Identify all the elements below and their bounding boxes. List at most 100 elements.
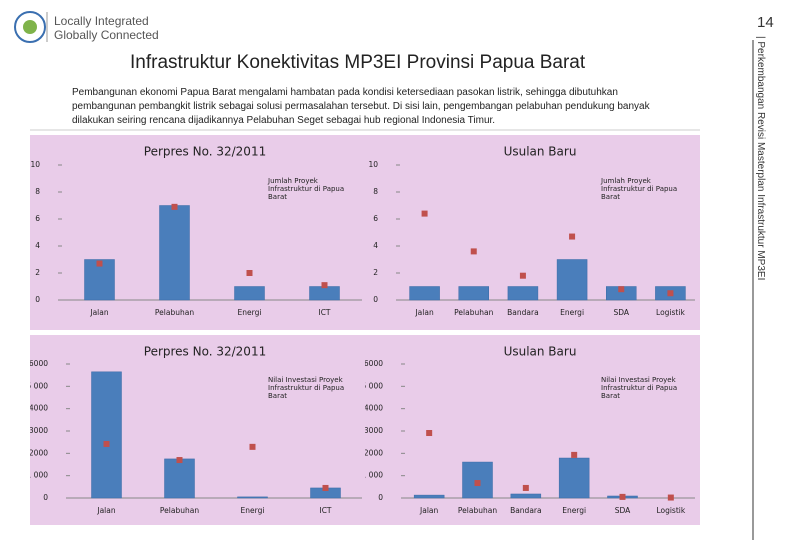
chart: Usulan Baru 0 2 4 6 8 10 Jalan Pelabuhan Bandara E… xyxy=(365,135,700,330)
chart: Perpres No. 32/2011 0 1 000 2000 3000 4000 5 0… xyxy=(30,335,365,525)
y-tick-label: 2 xyxy=(373,268,378,277)
bar xyxy=(164,458,195,499)
y-tick-label: 2000 xyxy=(365,448,383,457)
x-tick-label: Jalan xyxy=(419,506,438,515)
y-tick-label: 1 000 xyxy=(365,471,383,480)
bar xyxy=(409,286,440,301)
x-tick-label: Jalan xyxy=(96,506,115,515)
marker xyxy=(321,282,328,289)
y-tick-label: 2000 xyxy=(30,448,48,457)
marker xyxy=(667,290,674,297)
y-tick-label: 0 xyxy=(35,295,40,304)
marker xyxy=(474,480,481,487)
bar xyxy=(159,205,190,301)
marker xyxy=(246,270,253,276)
marker xyxy=(176,457,183,464)
bar xyxy=(234,286,265,301)
y-tick-label: 5 000 xyxy=(365,381,383,390)
y-tick-label: 3000 xyxy=(30,426,48,435)
bar xyxy=(510,493,542,499)
x-tick-label: Logistik xyxy=(656,506,685,515)
side-text: | Perkembangan Revisi Masterplan Infrast… xyxy=(755,36,766,281)
logo-text: Globally Connected xyxy=(54,28,159,42)
page-title: Infrastruktur Konektivitas MP3EI Provins… xyxy=(130,52,586,73)
bar xyxy=(237,496,268,499)
bar xyxy=(413,494,445,499)
legend-entry: Jumlah Proyek Infrastruktur di Papua Bar… xyxy=(268,177,345,201)
y-tick-label: 1 000 xyxy=(30,471,48,480)
x-tick-label: Energi xyxy=(238,308,262,317)
marker xyxy=(619,493,626,500)
x-tick-label: Logistik xyxy=(656,308,685,317)
bar xyxy=(462,461,493,499)
bar xyxy=(458,286,489,301)
y-tick-label: 4 xyxy=(35,241,40,250)
marker xyxy=(249,443,256,450)
marker xyxy=(522,484,529,491)
marker xyxy=(569,233,576,240)
plot-background xyxy=(30,335,365,525)
x-tick-label: SDA xyxy=(615,506,631,515)
marker xyxy=(103,440,110,447)
legend-entry: Nilai Investasi Proyek Infrastruktur di … xyxy=(268,376,345,400)
marker xyxy=(470,248,477,255)
y-tick-label: 0 xyxy=(43,493,48,502)
x-tick-label: Bandara xyxy=(507,308,539,317)
chart-title: Perpres No. 32/2011 xyxy=(144,145,266,159)
body-text: Pembangunan ekonomi Papua Barat mengalam… xyxy=(72,87,650,126)
marker xyxy=(171,203,178,210)
logo-text: Locally Integrated xyxy=(54,14,149,28)
marker xyxy=(571,451,578,458)
marker xyxy=(96,260,103,267)
bar xyxy=(91,371,122,499)
legend-entry: Nilai Investasi Proyek Infrastruktur di … xyxy=(601,376,678,400)
chart: Usulan Baru 0 1 000 2000 3000 4000 5 000 6000 Ja… xyxy=(365,335,700,525)
plot-background xyxy=(30,135,365,330)
bar xyxy=(556,259,588,301)
y-tick-label: 6000 xyxy=(365,359,383,368)
marker xyxy=(421,210,428,217)
x-tick-label: Energi xyxy=(560,308,584,317)
marker xyxy=(618,286,625,293)
y-tick-label: 10 xyxy=(30,160,40,169)
x-tick-label: Pelabuhan xyxy=(458,506,497,515)
y-tick-label: 6 xyxy=(373,214,378,223)
x-tick-label: Pelabuhan xyxy=(454,308,493,317)
y-tick-label: 0 xyxy=(373,295,378,304)
x-tick-label: ICT xyxy=(318,308,330,317)
y-tick-label: 2 xyxy=(35,268,40,277)
y-tick-label: 8 xyxy=(35,187,40,196)
plot-background xyxy=(365,135,700,330)
y-tick-label: 6 xyxy=(35,214,40,223)
x-tick-label: Energi xyxy=(241,506,265,515)
marker xyxy=(519,272,526,279)
y-tick-label: 4000 xyxy=(365,404,383,413)
x-tick-label: Energi xyxy=(562,506,586,515)
y-tick-label: 4000 xyxy=(30,404,48,413)
logo-core xyxy=(23,20,37,34)
chart: Perpres No. 32/2011 0 2 4 6 8 10 Jalan Pelabuhan… xyxy=(30,135,365,330)
x-tick-label: ICT xyxy=(319,506,331,515)
logo-ring xyxy=(14,11,46,43)
x-tick-label: Pelabuhan xyxy=(155,308,194,317)
marker xyxy=(426,430,433,437)
y-tick-label: 5 000 xyxy=(30,381,48,390)
x-tick-label: Jalan xyxy=(89,308,108,317)
y-tick-label: 6000 xyxy=(30,359,48,368)
x-tick-label: Jalan xyxy=(414,308,433,317)
y-tick-label: 10 xyxy=(368,160,378,169)
plot-background xyxy=(365,335,700,525)
x-tick-label: Bandara xyxy=(510,506,542,515)
y-tick-label: 3000 xyxy=(365,426,383,435)
y-tick-label: 4 xyxy=(373,241,378,250)
y-tick-label: 0 xyxy=(378,493,383,502)
bar xyxy=(558,457,590,499)
page-number: 14 xyxy=(757,14,774,31)
marker xyxy=(322,484,329,491)
bar xyxy=(507,286,539,301)
chart-title: Perpres No. 32/2011 xyxy=(144,345,266,359)
chart-title: Usulan Baru xyxy=(504,345,577,359)
legend-entry: Jumlah Proyek Infrastruktur di Papua Bar… xyxy=(601,177,678,201)
